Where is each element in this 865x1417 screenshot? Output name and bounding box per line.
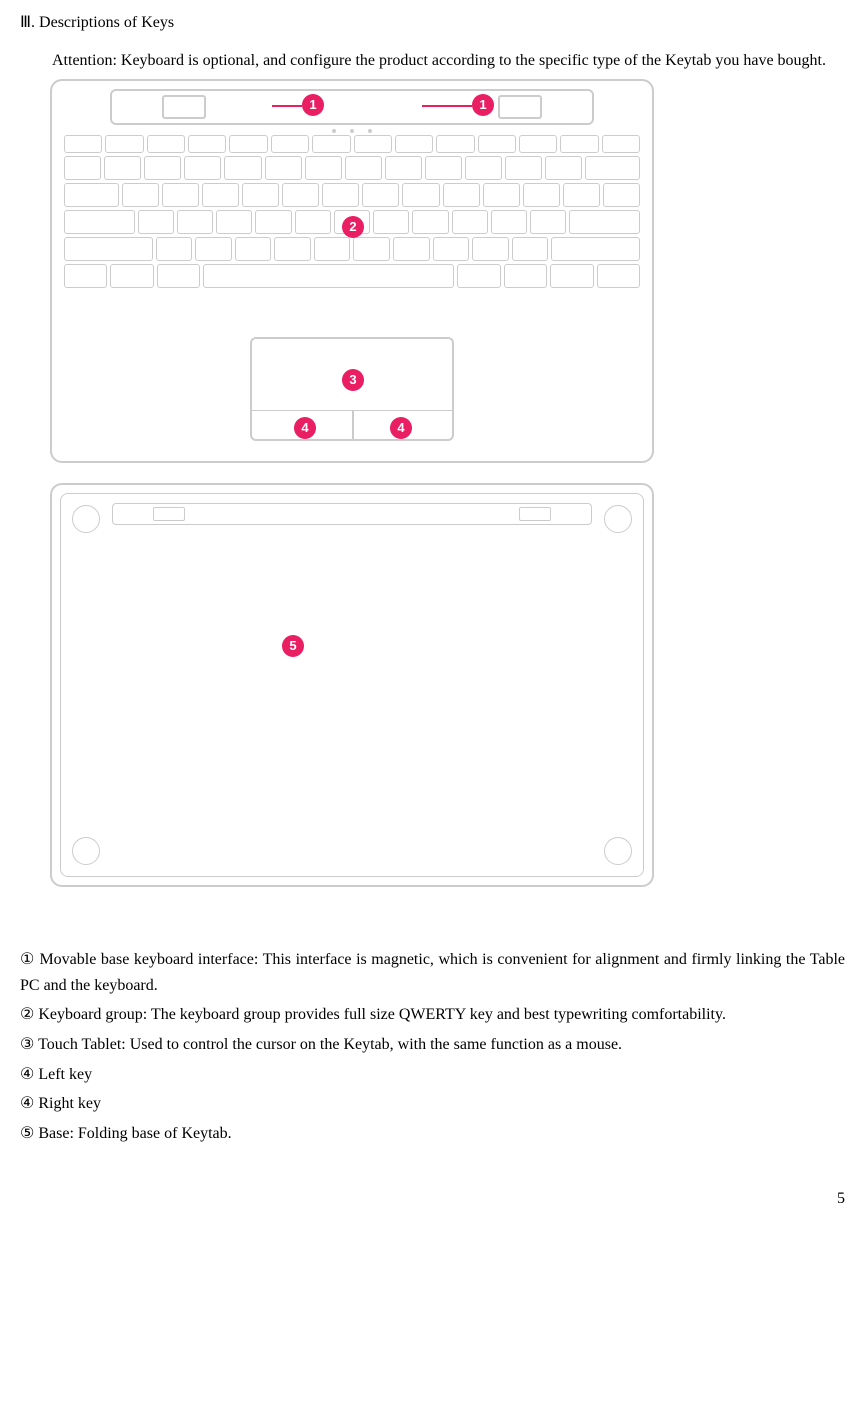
desc-text: Base: Folding base of Keytab.: [38, 1125, 231, 1142]
desc-num: ③: [20, 1036, 34, 1053]
hinge-segment: [498, 95, 542, 119]
rubber-foot: [604, 837, 632, 865]
section-title-text: Descriptions of Keys: [39, 14, 174, 31]
section-number: Ⅲ: [20, 14, 31, 31]
rubber-foot: [604, 505, 632, 533]
desc-item: ② Keyboard group: The keyboard group pro…: [20, 1002, 845, 1028]
rubber-foot: [72, 505, 100, 533]
desc-item: ④ Right key: [20, 1091, 845, 1117]
diagram-container: 1 1 2 3 4 4: [50, 79, 845, 887]
desc-item: ④ Left key: [20, 1062, 845, 1088]
indicator-dots: [332, 129, 372, 133]
section-heading: Ⅲ. Descriptions of Keys: [20, 10, 845, 36]
desc-num: ②: [20, 1006, 34, 1023]
desc-num: ⑤: [20, 1125, 34, 1142]
desc-text: Movable base keyboard interface: This in…: [20, 951, 845, 994]
descriptions-list: ① Movable base keyboard interface: This …: [20, 947, 845, 1146]
page-number: 5: [20, 1186, 845, 1212]
desc-item: ⑤ Base: Folding base of Keytab.: [20, 1121, 845, 1147]
desc-text: Touch Tablet: Used to control the cursor…: [38, 1036, 622, 1053]
desc-text: Left key: [38, 1066, 92, 1083]
attention-text: Attention: Keyboard is optional, and con…: [20, 48, 845, 74]
keyboard-bottom-diagram: 5: [50, 483, 654, 887]
keyboard-top-diagram: 1 1 2 3 4 4: [50, 79, 654, 463]
desc-text: Keyboard group: The keyboard group provi…: [38, 1006, 726, 1023]
bottom-hinge: [112, 503, 592, 525]
hinge-segment: [162, 95, 206, 119]
desc-text: Right key: [38, 1095, 101, 1112]
desc-item: ③ Touch Tablet: Used to control the curs…: [20, 1032, 845, 1058]
desc-num: ④: [20, 1066, 34, 1083]
desc-num: ①: [20, 951, 35, 968]
hinge-bar: [110, 89, 594, 125]
desc-num: ④: [20, 1095, 34, 1112]
desc-item: ① Movable base keyboard interface: This …: [20, 947, 845, 998]
rubber-foot: [72, 837, 100, 865]
